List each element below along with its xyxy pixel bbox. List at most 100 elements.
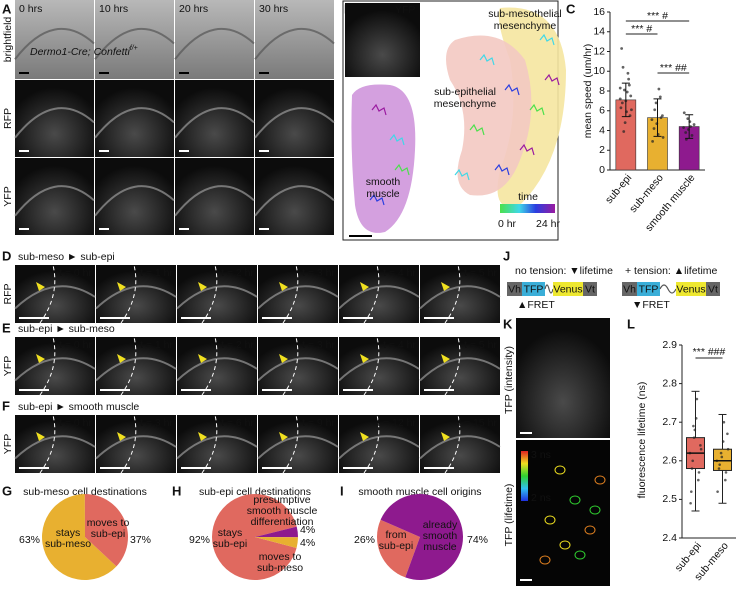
pie-slice	[41, 494, 117, 580]
time-label: t = 5 hr	[464, 267, 497, 279]
data-point	[690, 467, 694, 470]
slice-label-line: sub-epi	[213, 538, 247, 550]
time-label: t = 12 hr	[377, 417, 416, 429]
data-point	[699, 447, 703, 451]
track-guide	[282, 336, 299, 396]
track-guide	[201, 264, 218, 324]
tissue-edge	[95, 285, 177, 310]
domain-box	[553, 282, 583, 296]
time-label: t = 3 hr	[140, 417, 173, 429]
time-label: t = 0 hr	[59, 339, 92, 351]
time-label: t = 1 hr	[140, 267, 173, 279]
colorbar	[521, 451, 528, 501]
track-guide	[444, 414, 461, 474]
track-guide	[282, 414, 299, 474]
arrowhead	[117, 354, 126, 363]
tissue-edge	[254, 28, 335, 60]
row-label: TFP (intensity)	[503, 346, 515, 414]
domain-label: Vh	[623, 283, 636, 295]
tissue-edge	[254, 185, 335, 217]
panel-letter: C	[566, 1, 576, 16]
region-label-line: sub-epithelial	[434, 86, 496, 98]
time-label: t = 1 hr	[140, 339, 173, 351]
fret-label: ▼FRET	[632, 299, 670, 311]
cell-outline	[569, 495, 581, 505]
pie-title: sub-epi cell destinations	[199, 486, 311, 498]
row-label: TFP (lifetime)	[503, 484, 515, 547]
domain-box	[507, 282, 522, 296]
slice-label-line: from	[386, 529, 407, 541]
tissue-edge	[14, 435, 96, 460]
data-point	[697, 478, 700, 482]
data-point	[661, 136, 665, 139]
data-point	[720, 455, 724, 459]
tissue-edge	[94, 185, 175, 217]
data-point	[627, 83, 631, 87]
tissue-edge	[14, 185, 95, 217]
data-point	[650, 118, 654, 122]
panel-letter: A	[2, 1, 12, 16]
tissue-edge	[14, 285, 96, 310]
track	[539, 33, 555, 46]
data-point	[682, 111, 686, 115]
pie-slice	[376, 519, 420, 578]
arrowhead	[441, 282, 450, 291]
tissue-edge	[419, 357, 501, 382]
data-point	[692, 123, 696, 126]
slice-label: stays sub-epi	[213, 527, 247, 550]
domain-label: Vt	[708, 283, 718, 295]
track-guide	[444, 336, 461, 396]
tissue-edge	[95, 357, 177, 382]
domain-label: Venus	[553, 283, 582, 295]
data-point	[721, 440, 725, 443]
data-point	[658, 95, 662, 99]
domain-label: Vt	[585, 283, 595, 295]
slice-label-line: presumptive	[253, 494, 310, 506]
time-label: t = 4 hr	[383, 339, 416, 351]
track	[369, 193, 385, 206]
y-axis-label: fluorescence lifetime (ns)	[636, 382, 648, 499]
track	[544, 73, 560, 86]
domain-box	[676, 282, 706, 296]
track-guide	[39, 336, 56, 396]
track	[494, 163, 510, 176]
arrowhead	[360, 354, 369, 363]
error-bar	[685, 114, 694, 139]
tissue-edge	[419, 285, 501, 310]
arrowhead	[198, 282, 207, 291]
arrowhead	[198, 432, 207, 441]
y-tick-label: 2.8	[662, 377, 677, 389]
data-point	[724, 478, 727, 482]
track	[504, 83, 520, 96]
slice-label: presumptive smooth muscle differentiation	[247, 494, 318, 528]
track	[394, 163, 410, 176]
y-tick-label: 14	[593, 26, 605, 38]
tissue-edge	[95, 435, 177, 460]
tissue-edge	[14, 28, 95, 60]
percent-label: 74%	[467, 534, 488, 546]
micrograph	[15, 158, 94, 235]
micrograph	[175, 80, 254, 157]
track-guide	[444, 264, 461, 324]
row-label: brightfield	[2, 17, 14, 63]
data-point	[623, 88, 626, 92]
pie-slice	[380, 494, 463, 580]
tension-heading: no tension: ▼lifetime	[515, 265, 613, 277]
arrowhead	[198, 354, 207, 363]
arrowhead	[279, 282, 288, 291]
cell-outline	[589, 505, 601, 515]
slice-label-line: sub-epi	[91, 528, 125, 540]
data-point	[726, 447, 730, 451]
tissue-edge	[257, 285, 339, 310]
row-title: sub-epi ► smooth muscle	[18, 401, 139, 413]
domain-box	[637, 282, 660, 296]
pie-slice	[255, 537, 298, 548]
colorbar-tick: 24 hr	[536, 218, 560, 230]
domain-box	[622, 282, 637, 296]
data-point	[629, 94, 633, 98]
tissue-edge	[174, 28, 255, 60]
data-point	[619, 106, 623, 110]
track-guide	[363, 414, 380, 474]
data-point	[694, 417, 698, 420]
data-point	[621, 65, 625, 69]
